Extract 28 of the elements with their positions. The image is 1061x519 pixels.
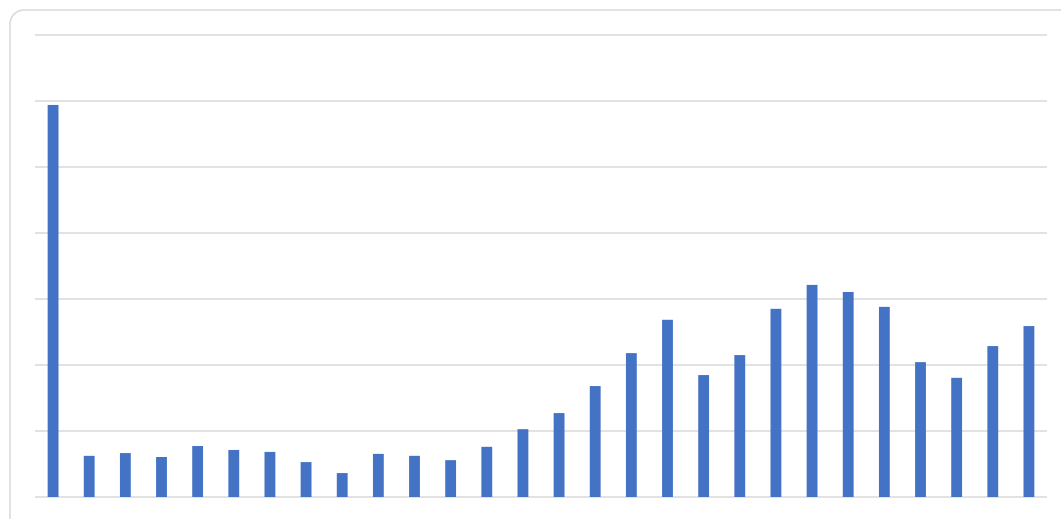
bar	[300, 462, 312, 497]
bar	[734, 355, 746, 497]
bar	[192, 446, 204, 497]
bar	[83, 455, 95, 497]
bar	[662, 319, 673, 497]
bar	[119, 453, 131, 497]
bar	[336, 473, 348, 497]
bar	[842, 291, 854, 497]
bar	[878, 306, 890, 497]
bar	[698, 375, 710, 497]
bar	[445, 460, 457, 497]
bar	[409, 455, 420, 497]
bar	[553, 413, 565, 497]
bar	[987, 346, 999, 497]
bar	[951, 377, 963, 497]
bar	[589, 386, 601, 497]
bar	[372, 453, 384, 497]
bar	[915, 362, 926, 497]
bar	[806, 284, 818, 497]
bar	[481, 446, 493, 497]
bar	[1023, 326, 1035, 497]
bar	[625, 353, 637, 497]
bar	[47, 104, 59, 497]
bar	[264, 451, 276, 497]
bar	[770, 308, 782, 497]
bar	[228, 449, 240, 497]
bar	[156, 457, 167, 497]
bar	[517, 429, 529, 497]
